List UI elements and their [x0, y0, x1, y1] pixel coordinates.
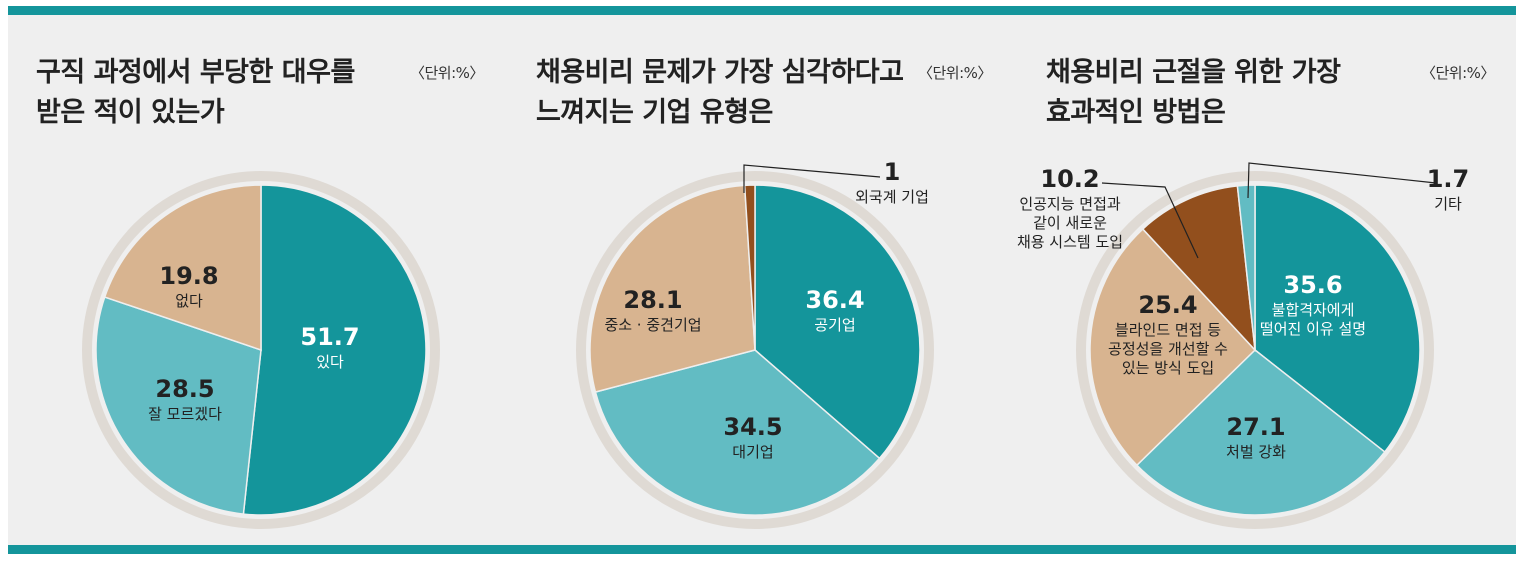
- data-label-category: 있다: [316, 353, 344, 371]
- panel-eradication-method: 채용비리 근절을 위한 가장 효과적인 방법은 〈단위:%〉 35.6 불합격자에…: [1017, 15, 1516, 545]
- data-label-category: 기타: [1434, 195, 1462, 213]
- data-label-category: 없다: [175, 292, 203, 310]
- data-label-value: 1.7: [1427, 165, 1470, 193]
- panel-title-line2: 느껴지는 기업 유형은: [536, 97, 773, 128]
- unit-label: 〈단위:%〉: [918, 64, 992, 82]
- leader-line-외국계-기업: [743, 164, 881, 193]
- panel-title-line1: 채용비리 근절을 위한 가장: [1046, 57, 1341, 88]
- top-accent-bar: [8, 6, 1516, 15]
- data-label-value: 25.4: [1138, 291, 1197, 319]
- data-label-value: 10.2: [1040, 165, 1099, 193]
- pie-slice-있다: [242, 184, 427, 516]
- panel-title-line1: 채용비리 문제가 가장 심각하다고: [536, 57, 904, 88]
- pie-slice-중소-중견기업: [589, 184, 756, 393]
- panel-title: 채용비리 근절을 위한 가장 효과적인 방법은: [1046, 53, 1406, 133]
- pie-rim: [1076, 171, 1434, 529]
- pie-slice-처벌-강화: [1135, 349, 1386, 516]
- pie-slice-블라인드-면접-등-공정성을-개선할-수-있는-방식-도입: [1089, 227, 1257, 467]
- data-label-value: 35.6: [1283, 271, 1342, 299]
- data-label-value: 34.5: [723, 413, 782, 441]
- data-label-category: 중소 · 중견기업: [604, 316, 701, 334]
- unit-label: 〈단위:%〉: [410, 64, 484, 82]
- data-label-value: 1: [884, 158, 901, 186]
- data-label-value: 28.1: [623, 286, 682, 314]
- panel-title: 채용비리 문제가 가장 심각하다고 느껴지는 기업 유형은: [536, 53, 956, 133]
- pie-rim: [82, 171, 440, 529]
- pie-rim: [576, 171, 934, 529]
- data-label-value: 51.7: [300, 323, 359, 351]
- pie-slice-외국계-기업: [743, 184, 756, 351]
- panel-title: 구직 과정에서 부당한 대우를 받은 적이 있는가: [36, 53, 396, 133]
- data-label-category: 인공지능 면접과 같이 새로운 채용 시스템 도입: [1017, 195, 1123, 251]
- pie-slice-불합격자에게-떨어진-이유-설명: [1254, 184, 1421, 454]
- data-label-category: 대기업: [732, 443, 773, 461]
- data-label-category: 블라인드 면접 등 공정성을 개선할 수 있는 방식 도입: [1108, 321, 1228, 377]
- panel-unfair-treatment: 구직 과정에서 부당한 대우를 받은 적이 있는가 〈단위:%〉 51.7 있다 2…: [8, 15, 508, 545]
- panel-title-line2: 받은 적이 있는가: [36, 97, 225, 128]
- panel-title-line1: 구직 과정에서 부당한 대우를: [36, 57, 355, 88]
- panel-company-type: 채용비리 문제가 가장 심각하다고 느껴지는 기업 유형은 〈단위:%〉 36.…: [508, 15, 1008, 545]
- pie-chart-company-type: 36.4 공기업 34.5 대기업 28.1 중소 · 중견기업 1 외국계 기업: [576, 158, 934, 529]
- data-label-value: 19.8: [159, 262, 218, 290]
- data-label-value: 27.1: [1226, 413, 1285, 441]
- data-label-value: 36.4: [805, 286, 864, 314]
- data-label-category: 공기업: [814, 316, 855, 334]
- leader-line-기타: [1247, 162, 1437, 199]
- pie-slice-대기업: [594, 349, 881, 516]
- panel-title-line2: 효과적인 방법은: [1046, 97, 1226, 128]
- pie-slice-없다: [103, 184, 262, 352]
- bottom-accent-bar: [8, 545, 1516, 554]
- data-label-category: 외국계 기업: [855, 188, 929, 206]
- pie-slice-기타: [1236, 184, 1256, 351]
- data-label-category: 불합격자에게 떨어진 이유 설명: [1260, 301, 1366, 338]
- data-label-category: 잘 모르겠다: [148, 405, 222, 423]
- pie-slice-인공지능-면접과-같이-새로운-채용-시스템-도입: [1141, 185, 1256, 353]
- leader-line-인공지능-면접과-같이-새로운-채용-시스템-도입: [1101, 182, 1199, 259]
- data-label-value: 28.5: [155, 375, 214, 403]
- infographic-frame: 구직 과정에서 부당한 대우를 받은 적이 있는가 〈단위:%〉 51.7 있다 2…: [8, 6, 1516, 554]
- unit-label: 〈단위:%〉: [1421, 64, 1495, 82]
- data-label-category: 처벌 강화: [1226, 443, 1286, 461]
- pie-chart-unfair-treatment: 51.7 있다 28.5 잘 모르겠다 19.8 없다: [82, 171, 440, 529]
- pie-slice-잘-모르겠다: [95, 296, 262, 515]
- pie-slice-공기업: [754, 184, 921, 460]
